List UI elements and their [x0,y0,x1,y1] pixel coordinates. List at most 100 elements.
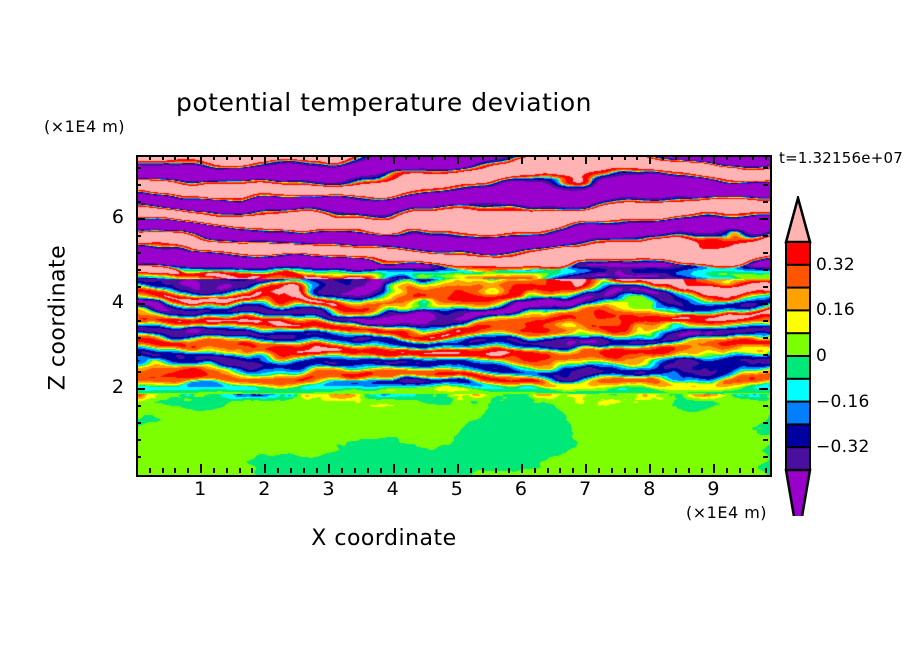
tick-mark [763,184,768,186]
tick-mark [136,388,145,390]
tick-mark [585,464,587,473]
tick-mark [482,155,484,160]
tick-mark [149,155,151,160]
tick-mark [763,354,768,356]
tick-mark [675,155,677,160]
tick-mark [585,155,587,164]
tick-mark [662,468,664,473]
tick-mark [763,422,768,424]
tick-mark [521,155,523,164]
tick-mark [482,468,484,473]
tick-mark [759,218,768,220]
tick-mark [508,468,510,473]
tick-mark [739,468,741,473]
tick-mark [611,155,613,160]
tick-mark [763,337,768,339]
tick-mark [136,354,141,356]
tick-mark [213,468,215,473]
tick-mark [341,155,343,160]
y-tick-label: 4 [111,290,124,313]
tick-mark [405,468,407,473]
tick-mark [226,468,228,473]
x-tick-label: 8 [643,478,656,500]
x-tick-label: 2 [258,478,271,500]
tick-mark [136,201,141,203]
tick-mark [763,286,768,288]
tick-mark [213,155,215,160]
tick-mark [393,155,395,164]
tick-mark [534,468,536,473]
x-tick-label: 9 [707,478,720,500]
tick-mark [763,456,768,458]
x-tick-label: 3 [322,478,335,500]
tick-mark [547,155,549,160]
tick-mark [290,155,292,160]
tick-mark [624,155,626,160]
tick-mark [675,468,677,473]
tick-mark [136,337,141,339]
tick-mark [763,405,768,407]
tick-mark [200,155,202,164]
tick-mark [354,155,356,160]
tick-mark [136,439,141,441]
tick-mark [559,468,561,473]
tick-mark [136,286,141,288]
colorbar-tick-label: 0.32 [816,254,856,275]
tick-mark [713,155,715,164]
tick-mark [521,464,523,473]
colorbar-tick-label: −0.16 [816,391,870,412]
tick-mark [174,468,176,473]
tick-mark [187,155,189,160]
tick-mark [763,269,768,271]
x-tick-label: 7 [579,478,592,500]
tick-mark [759,388,768,390]
tick-mark [763,167,768,169]
tick-mark [763,252,768,254]
timestamp-annotation: t=1.32156e+07 [779,149,903,167]
tick-mark [328,464,330,473]
tick-mark [649,155,651,164]
tick-mark [136,235,141,237]
y-axis-unit-label: (×1E4 m) [44,117,126,136]
tick-mark [162,155,164,160]
tick-mark [688,155,690,160]
tick-mark [636,155,638,160]
tick-mark [418,155,420,160]
tick-mark [418,468,420,473]
tick-mark [457,464,459,473]
tick-mark [354,468,356,473]
tick-mark [759,303,768,305]
tick-mark [149,468,151,473]
colorbar-swatches [784,196,812,516]
tick-mark [765,155,767,160]
tick-mark [290,468,292,473]
tick-mark [457,155,459,164]
page-title: potential temperature deviation [176,88,592,117]
tick-mark [316,468,318,473]
x-axis-title: X coordinate [311,526,457,551]
y-axis-title: Z coordinate [45,244,71,391]
tick-mark [649,464,651,473]
tick-mark [277,155,279,160]
tick-mark [763,235,768,237]
tick-mark [763,371,768,373]
tick-mark [316,155,318,160]
tick-mark [726,155,728,160]
tick-mark [726,468,728,473]
y-tick-label: 6 [111,205,124,228]
tick-mark [624,468,626,473]
tick-mark [739,155,741,160]
tick-mark [303,468,305,473]
tick-mark [239,468,241,473]
tick-mark [444,468,446,473]
y-tick-label: 2 [111,375,124,398]
tick-mark [136,405,141,407]
tick-mark [572,155,574,160]
tick-mark [572,468,574,473]
tick-mark [431,155,433,160]
tick-mark [328,155,330,164]
tick-mark [136,371,141,373]
x-tick-label: 6 [514,478,528,500]
tick-mark [367,468,369,473]
tick-mark [277,468,279,473]
